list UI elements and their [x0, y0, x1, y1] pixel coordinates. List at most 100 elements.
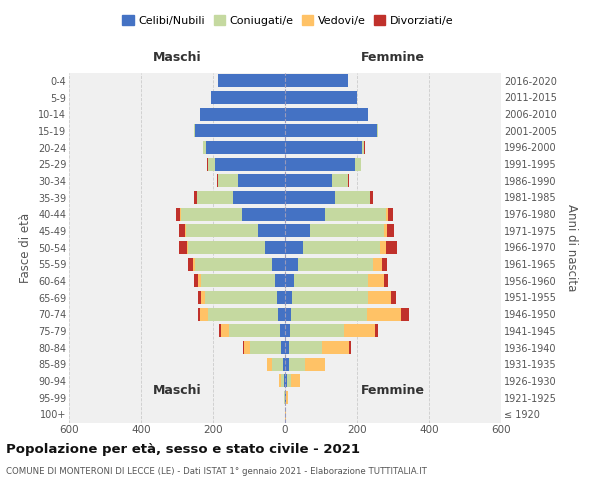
Bar	[185, 224, 186, 237]
Bar	[384, 224, 387, 237]
Y-axis label: Fasce di età: Fasce di età	[19, 212, 32, 282]
Bar	[206, 141, 285, 154]
Bar	[285, 108, 368, 120]
Text: Femmine: Femmine	[361, 384, 425, 398]
Bar	[285, 74, 348, 88]
Bar	[370, 191, 373, 204]
Y-axis label: Anni di nascita: Anni di nascita	[565, 204, 578, 291]
Bar	[265, 241, 285, 254]
Bar	[186, 224, 258, 237]
Bar	[285, 358, 289, 370]
Text: Femmine: Femmine	[361, 51, 425, 64]
Bar	[194, 124, 195, 138]
Bar	[305, 358, 325, 370]
Bar	[285, 91, 357, 104]
Bar	[193, 258, 195, 270]
Bar	[275, 274, 285, 287]
Bar	[179, 241, 187, 254]
Bar	[285, 141, 362, 154]
Text: Maschi: Maschi	[152, 51, 202, 64]
Bar	[211, 91, 285, 104]
Bar	[203, 141, 206, 154]
Bar	[267, 358, 272, 370]
Bar	[200, 308, 208, 320]
Bar	[298, 258, 373, 270]
Bar	[285, 208, 325, 220]
Bar	[194, 191, 197, 204]
Bar	[221, 324, 229, 338]
Bar	[281, 341, 285, 354]
Bar	[285, 191, 335, 204]
Bar	[229, 324, 280, 338]
Bar	[217, 174, 218, 188]
Bar	[285, 124, 377, 138]
Bar	[233, 191, 285, 204]
Bar	[285, 224, 310, 237]
Bar	[285, 174, 332, 188]
Bar	[384, 274, 388, 287]
Bar	[242, 208, 285, 220]
Legend: Celibi/Nubili, Coniugati/e, Vedovi/e, Divorziati/e: Celibi/Nubili, Coniugati/e, Vedovi/e, Di…	[120, 13, 456, 28]
Bar	[285, 341, 289, 354]
Bar	[279, 374, 281, 388]
Bar	[344, 324, 375, 338]
Text: Maschi: Maschi	[152, 384, 202, 398]
Bar	[258, 224, 285, 237]
Bar	[289, 341, 322, 354]
Bar	[349, 341, 350, 354]
Bar	[373, 258, 382, 270]
Bar	[292, 308, 367, 320]
Bar	[388, 208, 393, 220]
Bar	[292, 291, 368, 304]
Bar	[362, 141, 364, 154]
Bar	[286, 391, 288, 404]
Bar	[208, 158, 215, 170]
Bar	[291, 374, 300, 388]
Bar	[285, 308, 292, 320]
Bar	[201, 274, 275, 287]
Bar	[367, 308, 401, 320]
Bar	[391, 291, 395, 304]
Bar	[277, 291, 285, 304]
Bar	[280, 324, 285, 338]
Bar	[285, 241, 303, 254]
Bar	[284, 374, 285, 388]
Bar	[303, 241, 380, 254]
Bar	[238, 174, 285, 188]
Bar	[368, 274, 384, 287]
Bar	[289, 358, 305, 370]
Bar	[272, 358, 283, 370]
Bar	[200, 108, 285, 120]
Bar	[386, 208, 388, 220]
Bar	[285, 274, 294, 287]
Bar	[285, 258, 298, 270]
Bar	[335, 191, 370, 204]
Bar	[197, 191, 233, 204]
Bar	[290, 324, 344, 338]
Bar	[310, 224, 384, 237]
Bar	[181, 208, 242, 220]
Bar	[380, 241, 386, 254]
Bar	[197, 308, 200, 320]
Bar	[332, 174, 348, 188]
Bar	[179, 224, 185, 237]
Bar	[198, 274, 201, 287]
Bar	[205, 291, 277, 304]
Bar	[294, 274, 368, 287]
Bar	[218, 74, 285, 88]
Bar	[285, 324, 290, 338]
Bar	[272, 258, 285, 270]
Bar	[355, 158, 361, 170]
Bar	[375, 324, 378, 338]
Bar	[322, 341, 349, 354]
Bar	[188, 241, 265, 254]
Bar	[287, 374, 291, 388]
Bar	[194, 274, 198, 287]
Bar	[278, 308, 285, 320]
Bar	[198, 291, 202, 304]
Bar	[176, 208, 180, 220]
Bar	[281, 374, 284, 388]
Bar	[188, 258, 193, 270]
Bar	[283, 358, 285, 370]
Bar	[285, 374, 287, 388]
